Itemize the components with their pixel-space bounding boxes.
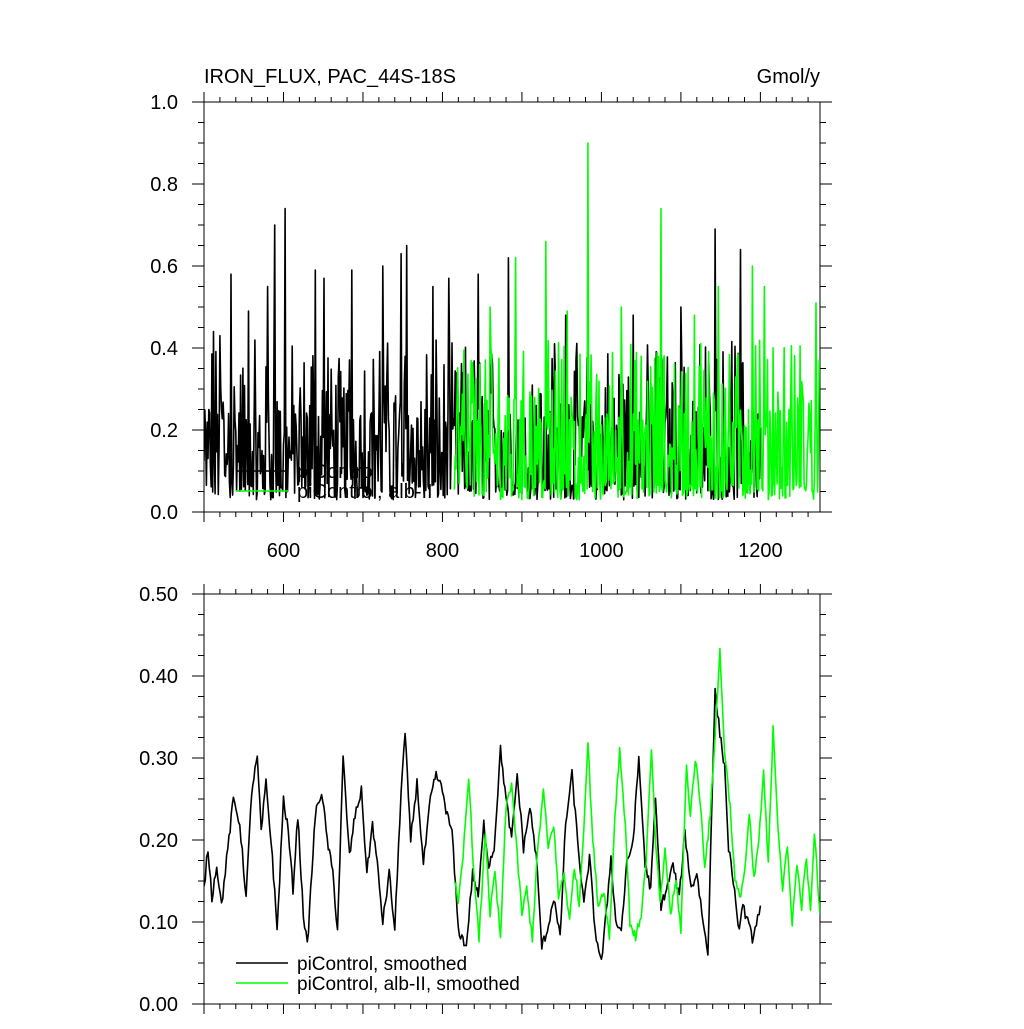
top-y-tick-label: 0.8 [150,174,178,196]
top-series-line-1 [453,142,820,501]
bottom-series-line-0 [204,687,762,960]
top-y-tick-label: 0.2 [150,420,178,442]
top-x-tick-label: 1000 [579,540,624,562]
bottom-y-tick-label: 0.00 [139,994,178,1016]
bottom-legend-label: piControl, alb-II, smoothed [297,974,520,995]
bottom-y-tick-label: 0.10 [139,912,178,934]
bottom-y-ticks [192,593,832,1005]
bottom-y-tick-label: 0.20 [139,830,178,852]
top-chart-title: IRON_FLUX, PAC_44S-18S [204,66,456,88]
top-x-ticks [203,92,809,522]
top-x-tick-label: 800 [426,540,459,562]
top-y-tick-label: 0.0 [150,502,178,524]
top-legend-label: piControl [297,461,377,483]
top-y-ticks [192,101,832,513]
top-y-tick-label: 0.6 [150,256,178,278]
top-x-tick-label: 600 [267,540,300,562]
bottom-y-tick-label: 0.40 [139,666,178,688]
bottom-series-line-1 [453,647,820,943]
bottom-panel: 0.00 0.10 0.20 0.30 0.40 0.50 piControl, smoot… [139,584,832,1016]
bottom-plot-frame [203,593,821,1005]
top-panel: 0.0 0.2 0.4 0.6 0.8 1.0 600 800 1000 1200 piContro… [150,92,832,562]
bottom-x-ticks [203,584,809,1014]
top-y-tick-label: 0.4 [150,338,178,360]
bottom-legend-label: piControl, smoothed [297,954,467,975]
top-series-line-0 [204,207,762,501]
top-legend-label: piControl, alb-II [297,481,433,503]
top-chart-units: Gmol/y [757,66,820,88]
bottom-y-tick-label: 0.50 [139,584,178,606]
top-x-tick-label: 1200 [738,540,783,562]
bottom-y-tick-label: 0.30 [139,748,178,770]
top-y-tick-label: 1.0 [150,92,178,114]
